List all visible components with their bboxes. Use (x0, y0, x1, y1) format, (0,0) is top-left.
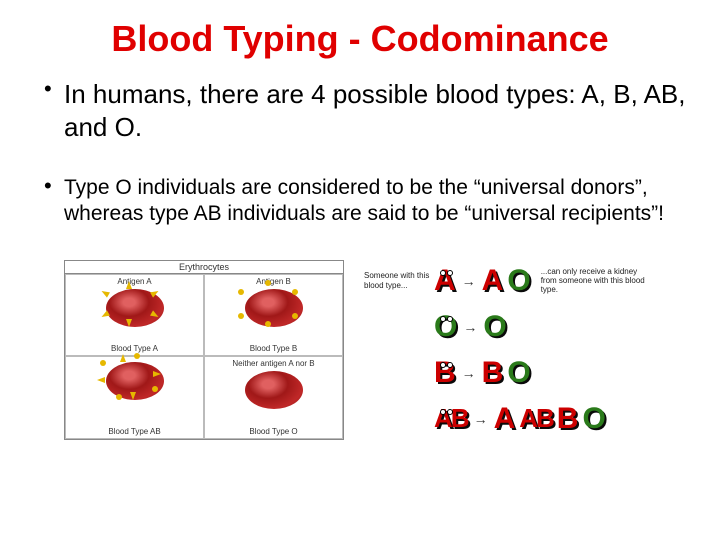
cell-type-b: Antigen B Blood Type B (204, 274, 343, 357)
bullet-1: In humans, there are 4 possible blood ty… (44, 78, 690, 143)
arrow-icon: → (463, 319, 477, 335)
arrow-icon: → (462, 365, 476, 381)
compat-row-b: B → B O (434, 352, 674, 394)
rbc-icon (245, 371, 303, 409)
arrow-icon: → (474, 411, 488, 427)
compat-note-right: ...can only receive a kidney from someon… (541, 267, 651, 295)
bullet-list: In humans, there are 4 possible blood ty… (30, 78, 690, 228)
letter-ab-icon: AB (519, 403, 553, 434)
letter-a-icon: A (482, 264, 504, 298)
ery-header: Erythrocytes (65, 261, 343, 274)
compatibility-chart: Someone with this blood type... A → A O … (364, 260, 674, 440)
antigen-o-label: Neither antigen A nor B (232, 359, 314, 368)
cell-type-ab: Blood Type AB (65, 356, 204, 439)
figures-row: Erythrocytes Antigen A Blood Type A Anti… (30, 260, 690, 440)
cell-type-a: Antigen A Blood Type A (65, 274, 204, 357)
letter-b-icon: B (557, 402, 579, 436)
rbc-icon (245, 289, 303, 327)
compat-note-left: Someone with this blood type... (364, 260, 430, 302)
erythrocyte-diagram: Erythrocytes Antigen A Blood Type A Anti… (64, 260, 344, 440)
bullet-2: Type O individuals are considered to be … (44, 175, 690, 228)
letter-ab-icon: AB (434, 403, 468, 434)
letter-o-icon: O (507, 356, 530, 390)
letter-b-icon: B (482, 356, 504, 390)
letter-a-icon: A (494, 402, 516, 436)
letter-o-icon: O (507, 264, 530, 298)
letter-o-icon: O (483, 310, 506, 344)
type-b-label: Blood Type B (250, 344, 297, 353)
rbc-icon (106, 362, 164, 400)
compat-row-a: A → A O ...can only receive a kidney fro… (434, 260, 674, 302)
rbc-icon (106, 289, 164, 327)
type-ab-label: Blood Type AB (108, 427, 160, 436)
page-title: Blood Typing - Codominance (30, 18, 690, 60)
cell-type-o: Neither antigen A nor B Blood Type O (204, 356, 343, 439)
type-o-label: Blood Type O (249, 427, 297, 436)
letter-a-icon: A (434, 264, 456, 298)
arrow-icon: → (462, 273, 476, 289)
compat-row-o: O → O (434, 306, 674, 348)
letter-o-icon: O (582, 402, 605, 436)
type-a-label: Blood Type A (111, 344, 158, 353)
letter-b-icon: B (434, 356, 456, 390)
letter-o-icon: O (434, 310, 457, 344)
compat-row-ab: AB → A AB B O (434, 398, 674, 440)
